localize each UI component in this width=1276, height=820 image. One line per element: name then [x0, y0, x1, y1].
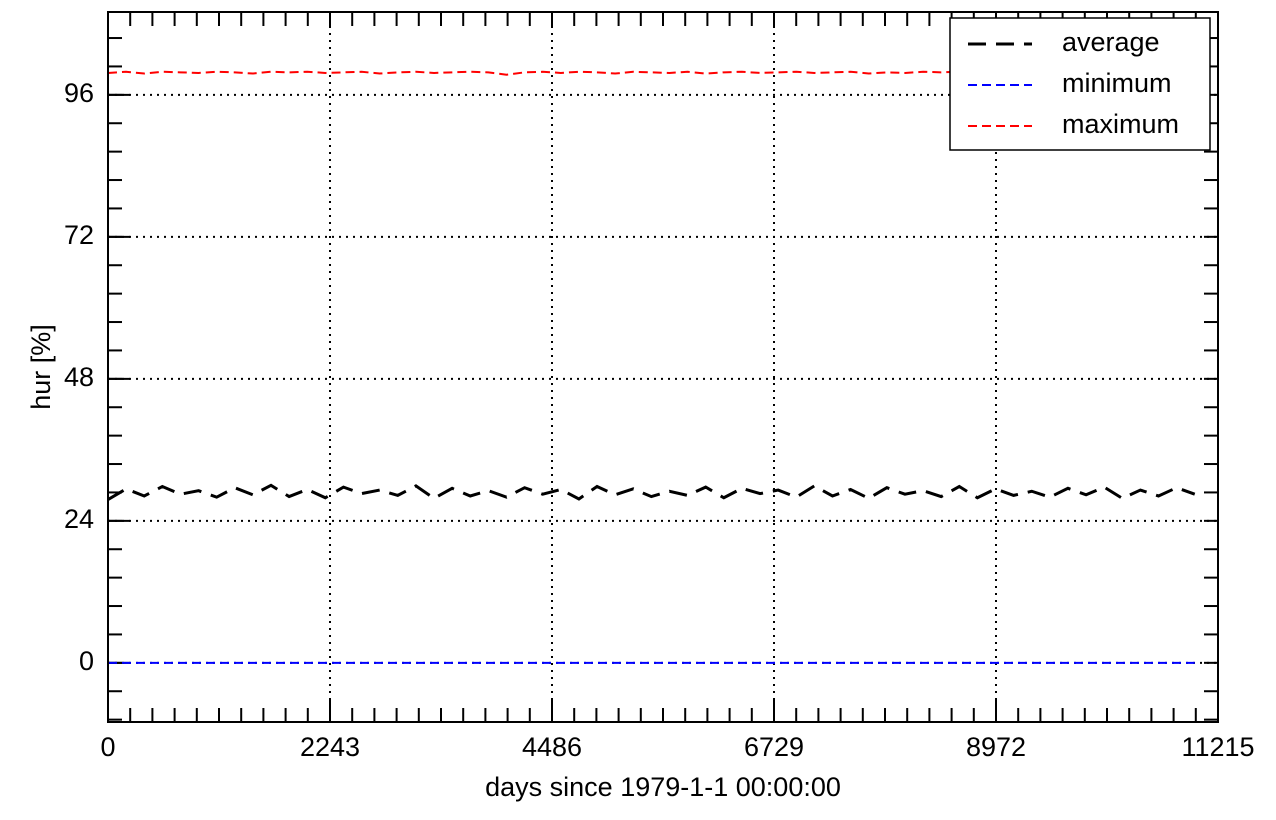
x-tick-label: 2243	[300, 732, 360, 762]
legend-box	[949, 17, 1211, 151]
x-tick-label: 4486	[522, 732, 582, 762]
y-tick-label: 96	[64, 78, 94, 108]
y-tick-label: 48	[64, 362, 94, 392]
legend-label: average	[1062, 27, 1160, 57]
x-tick-label: 11215	[1181, 732, 1254, 762]
legend-label: maximum	[1062, 109, 1179, 139]
x-tick-label: 8972	[966, 732, 1026, 762]
x-tick-label: 6729	[744, 732, 804, 762]
y-tick-label: 72	[64, 220, 94, 250]
plot-frame	[107, 11, 1219, 723]
x-axis-label: days since 1979-1-1 00:00:00	[485, 772, 841, 802]
y-tick-label: 0	[79, 646, 94, 676]
series-line	[107, 483, 1196, 501]
y-tick-label: 24	[64, 504, 94, 534]
x-tick-label: 0	[100, 732, 115, 762]
y-axis-label: hur [%]	[26, 324, 56, 410]
legend-label: minimum	[1062, 68, 1172, 98]
